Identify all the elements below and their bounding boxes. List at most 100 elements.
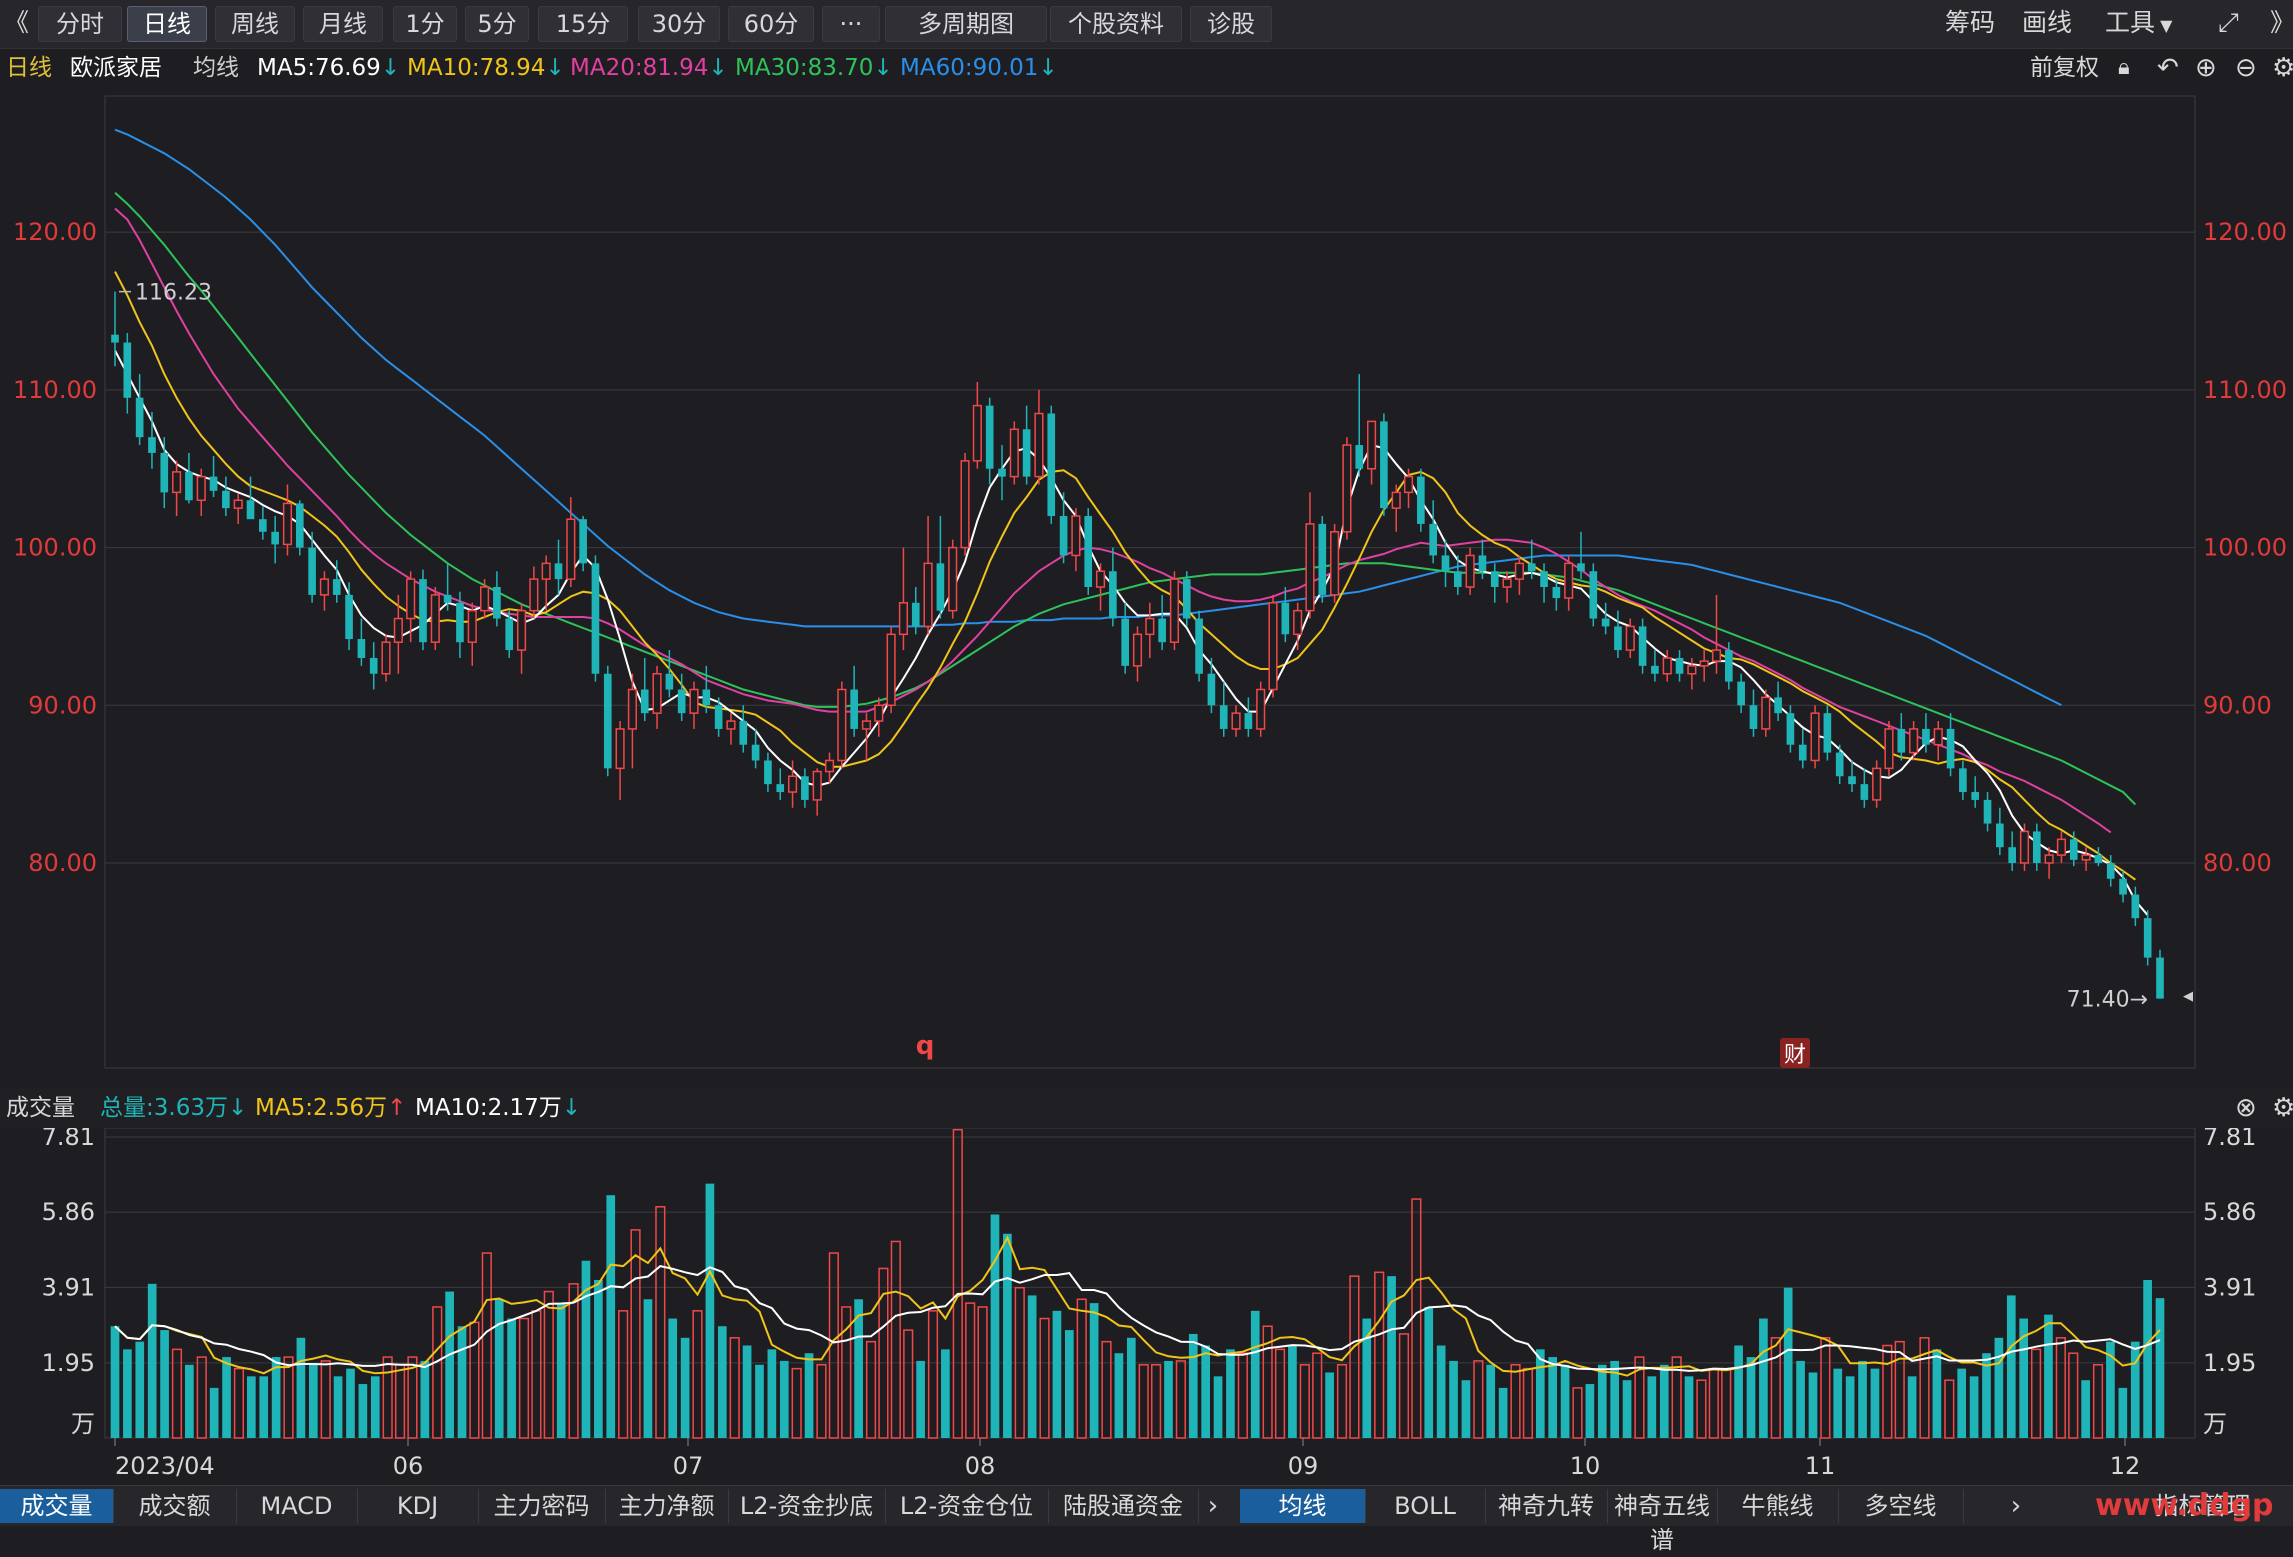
lock-icon[interactable]: 🔒︎ [2118, 55, 2130, 80]
candle-body [1749, 705, 1758, 729]
stock-name: 欧派家居 [70, 55, 162, 81]
chevron-right-icon[interactable]: › [2010, 1491, 2022, 1521]
candle-body [652, 672, 662, 714]
back-icon[interactable]: 《 [4, 8, 30, 37]
tab-10[interactable]: 多周期图 [885, 6, 1047, 42]
tab-12[interactable]: 诊股 [1190, 6, 1272, 42]
candle-body [1071, 515, 1081, 557]
chevron-right-icon[interactable]: › [1207, 1491, 1219, 1521]
candle-body [812, 770, 822, 801]
volume-bar [1734, 1345, 1743, 1438]
volume-bar [1510, 1364, 1521, 1439]
adjust-select[interactable]: 前复权 [2030, 55, 2099, 81]
candlestick-chart[interactable]: 120.00 120.00 110.00 110.00 100.00 100.00 90.0… [0, 88, 2293, 1088]
y-tick-label: 100.00 [13, 534, 97, 562]
volume-bar [1486, 1364, 1496, 1438]
indicator-tab-0[interactable]: 成交量 [0, 1489, 114, 1523]
volume-bar [1597, 1364, 1607, 1438]
tools-button[interactable]: 工具 ▼ [2105, 6, 2172, 40]
tab-4[interactable]: 1分 [393, 6, 457, 42]
x-tick-label: 09 [1288, 1452, 1319, 1480]
tab-6[interactable]: 15分 [538, 6, 628, 42]
tab-2[interactable]: 周线 [215, 6, 295, 42]
candle-body [1268, 602, 1278, 691]
x-tick-label: 10 [1570, 1452, 1601, 1480]
chips-button[interactable]: 筹码 [1945, 8, 1996, 37]
candle-body [1169, 578, 1180, 643]
volume-bar [865, 1340, 877, 1439]
ma-label[interactable]: 均线 [193, 55, 239, 81]
volume-bar [209, 1387, 219, 1438]
volume-bar [346, 1368, 355, 1438]
overlay-tab-4[interactable]: 牛熊线 [1717, 1489, 1839, 1523]
overlay-tab-3[interactable]: 神奇五线谱 [1607, 1489, 1718, 1554]
candle-body [714, 705, 723, 729]
volume-bar [1213, 1376, 1223, 1438]
volume-bar [1175, 1360, 1186, 1439]
candle-body [1478, 555, 1487, 572]
candle-body [1540, 571, 1548, 587]
candle-body [850, 689, 858, 729]
tab-0[interactable]: 分时 [38, 6, 122, 42]
zoom-in-icon[interactable]: ⊕ [2195, 53, 2217, 83]
overlay-tab-5[interactable]: 多空线 [1838, 1489, 1964, 1523]
volume-bar [420, 1360, 430, 1438]
indicator-tab-7[interactable]: L2-资金仓位 [885, 1489, 1049, 1523]
candle-body [1774, 697, 1782, 714]
tab-11[interactable]: 个股资料 [1050, 6, 1182, 42]
expand-icon[interactable]: ⤢ [2218, 8, 2239, 38]
tab-1[interactable]: 日线 [127, 6, 207, 42]
candle-body [1711, 649, 1722, 662]
candle-body [222, 490, 230, 509]
more-icon[interactable]: 》 [2270, 8, 2293, 37]
volume-bar [1858, 1360, 1867, 1438]
indicator-tab-6[interactable]: L2-资金抄底 [728, 1489, 886, 1523]
tab-3[interactable]: 月线 [303, 6, 383, 42]
settings-icon[interactable]: ⚙ [2272, 1093, 2293, 1123]
indicator-tab-4[interactable]: 主力密码 [478, 1489, 606, 1523]
candle-body [898, 602, 909, 636]
tab-9[interactable]: ··· [822, 6, 880, 42]
settings-icon[interactable]: ⚙ [2272, 53, 2293, 83]
volume-bar [643, 1299, 653, 1438]
indicator-tab-2[interactable]: MACD [236, 1489, 358, 1523]
tab-5[interactable]: 5分 [465, 6, 529, 42]
overlay-tab-2[interactable]: 神奇九转 [1485, 1489, 1608, 1523]
volume-ma5: MA5:2.56万↑ [255, 1095, 407, 1121]
ma20-value: MA20:81.94↓ [570, 55, 728, 81]
overlay-tab-1[interactable]: BOLL [1365, 1489, 1486, 1523]
candle-body [493, 587, 501, 619]
candle-body [1121, 618, 1129, 666]
volume-legend-bar: 成交量 总量:3.63万↓ MA5:2.56万↑ MA10:2.17万↓ ⊗ ⚙ [0, 1088, 2293, 1128]
volume-bar [903, 1329, 914, 1439]
tab-7[interactable]: 30分 [638, 6, 720, 42]
indicator-tab-5[interactable]: 主力净额 [605, 1489, 729, 1523]
volume-bar [2081, 1380, 2090, 1438]
candle-body [369, 657, 378, 674]
close-icon[interactable]: ⊗ [2235, 1093, 2257, 1123]
indicator-tab-3[interactable]: KDJ [357, 1489, 479, 1523]
volume-bar [878, 1267, 889, 1439]
volume-bar [568, 1283, 579, 1439]
y-tick-label: 110.00 [2203, 376, 2287, 404]
volume-bar [1770, 1337, 1781, 1439]
tab-8[interactable]: 60分 [728, 6, 814, 42]
x-tick-label: 2023/04 [115, 1452, 215, 1480]
overlay-tab-6[interactable]: 指标管理 [2112, 1489, 2293, 1523]
chevron-down-icon: ▼ [2155, 16, 2173, 35]
volume-bar [1262, 1325, 1273, 1439]
volume-chart[interactable]: 7.81 7.81 5.86 5.86 3.91 3.91 1.95 1.95 万 万 2023/0… [0, 1128, 2293, 1485]
indicator-tab-8[interactable]: 陆股通资金 [1048, 1489, 1199, 1523]
ma5-line [114, 349, 2149, 916]
volume-tick-label: 7.81 [42, 1128, 95, 1151]
indicator-tab-1[interactable]: 成交额 [113, 1489, 237, 1523]
overlay-tab-0[interactable]: 均线 [1240, 1489, 1366, 1523]
zoom-out-icon[interactable]: ⊖ [2235, 53, 2257, 83]
candle-body [1207, 673, 1216, 706]
candle-body [246, 500, 255, 520]
down-arrow-icon: ↓ [227, 1095, 248, 1121]
undo-icon[interactable]: ↶ [2157, 53, 2179, 83]
draw-button[interactable]: 画线 [2022, 8, 2073, 37]
volume-bar [952, 1128, 963, 1439]
volume-bar [990, 1214, 1000, 1438]
